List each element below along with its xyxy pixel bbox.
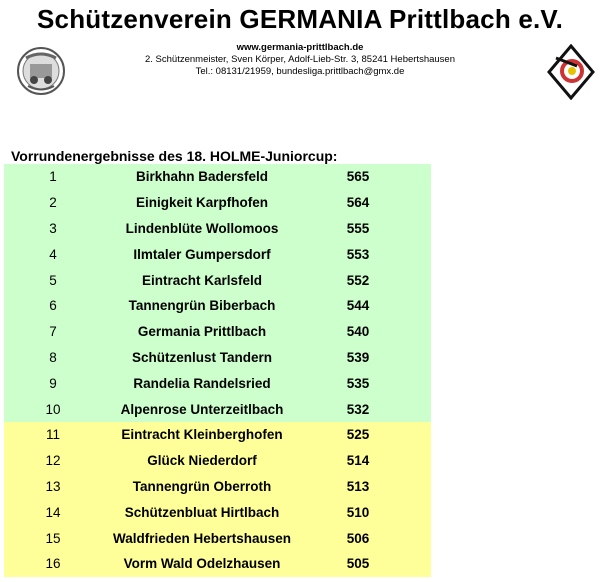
table-row: 12 Glück Niederdorf 514 xyxy=(4,447,431,474)
table-row: 15 Waldfrieden Hebertshausen 506 xyxy=(4,525,431,551)
table-row: 2 Einigkeit Karpfhofen 564 xyxy=(4,189,431,216)
club-cell: Einigkeit Karpfhofen xyxy=(135,195,268,211)
rank-cell: 6 xyxy=(49,298,57,314)
score-cell: 525 xyxy=(346,427,370,443)
score-cell: 539 xyxy=(346,349,370,365)
club-cell: Lindenblüte Wollomoos xyxy=(125,220,279,236)
rank-cell: 7 xyxy=(49,324,57,340)
table-row: 10 Alpenrose Unterzeitlbach 532 xyxy=(4,396,431,422)
table-row: 4 Ilmtaler Gumpersdorf 553 xyxy=(4,241,431,268)
table-row: 13 Tannengrün Oberroth 513 xyxy=(4,473,431,500)
rank-cell: 15 xyxy=(45,530,61,546)
club-cell: Randelia Randelsried xyxy=(133,375,271,391)
rank-cell: 13 xyxy=(45,478,61,494)
club-cell: Tannengrün Oberroth xyxy=(132,478,272,494)
rank-cell: 4 xyxy=(49,246,57,262)
score-cell: 506 xyxy=(346,530,370,546)
score-cell: 564 xyxy=(346,195,370,211)
rank-cell: 11 xyxy=(45,427,60,443)
rank-cell: 14 xyxy=(45,504,61,520)
club-address: 2. Schützenmeister, Sven Körper, Adolf-L… xyxy=(145,54,455,65)
club-cell: Ilmtaler Gumpersdorf xyxy=(133,246,271,262)
club-contact: Tel.: 08131/21959, bundesliga.prittlbach… xyxy=(195,66,405,77)
club-cell: Eintracht Karlsfeld xyxy=(141,272,263,288)
table-row: 16 Vorm Wald Odelzhausen 505 xyxy=(4,550,431,577)
rank-cell: 8 xyxy=(49,349,57,365)
table-row: 9 Randelia Randelsried 535 xyxy=(4,370,431,397)
results-heading: Vorrundenergebnisse des 18. HOLME-Junior… xyxy=(11,148,338,164)
table-row: 11 Eintracht Kleinberghofen 525 xyxy=(4,421,431,448)
club-cell: Germania Prittlbach xyxy=(137,324,267,340)
score-cell: 544 xyxy=(346,298,370,314)
table-row: 7 Germania Prittlbach 540 xyxy=(4,318,431,345)
rank-cell: 3 xyxy=(49,220,57,236)
club-cell: Vorm Wald Odelzhausen xyxy=(123,556,281,572)
table-row: 3 Lindenblüte Wollomoos 555 xyxy=(4,215,431,242)
score-cell: 552 xyxy=(346,272,370,288)
score-cell: 513 xyxy=(346,478,370,494)
score-cell: 555 xyxy=(346,220,370,236)
results-table: 1 Birkhahn Badersfeld 565 2 Einigkeit Karpfh… xyxy=(4,164,431,577)
club-website: www.germania-prittlbach.de xyxy=(236,42,364,53)
table-row: 8 Schützenlust Tandern 539 xyxy=(4,344,431,371)
score-cell: 532 xyxy=(346,401,370,417)
club-cell: Tannengrün Biberbach xyxy=(128,298,276,314)
rank-cell: 9 xyxy=(49,375,57,391)
club-cell: Waldfrieden Hebertshausen xyxy=(112,530,292,546)
score-cell: 505 xyxy=(346,556,370,572)
score-cell: 565 xyxy=(346,169,370,185)
club-title: Schützenverein GERMANIA Prittlbach e.V. xyxy=(37,4,563,34)
rank-cell: 5 xyxy=(49,272,57,288)
table-row: 6 Tannengrün Biberbach 544 xyxy=(4,292,431,319)
table-row: 1 Birkhahn Badersfeld 565 xyxy=(4,164,431,190)
score-cell: 510 xyxy=(346,504,370,520)
table-row: 14 Schützenbluat Hirtlbach 510 xyxy=(4,499,431,526)
rank-cell: 12 xyxy=(45,453,61,469)
club-cell: Alpenrose Unterzeitlbach xyxy=(120,401,284,417)
target-logo-icon xyxy=(547,44,595,100)
rank-cell: 10 xyxy=(45,401,61,417)
club-cell: Schützenbluat Hirtlbach xyxy=(124,504,280,520)
score-cell: 553 xyxy=(346,246,370,262)
rank-cell: 16 xyxy=(45,556,61,572)
club-emblem-icon xyxy=(17,47,65,95)
score-cell: 514 xyxy=(346,453,370,469)
club-cell: Birkhahn Badersfeld xyxy=(135,169,269,185)
score-cell: 535 xyxy=(346,375,370,391)
club-cell: Eintracht Kleinberghofen xyxy=(121,427,283,443)
club-cell: Schützenlust Tandern xyxy=(131,349,272,365)
club-cell: Glück Niederdorf xyxy=(147,453,257,469)
table-row: 5 Eintracht Karlsfeld 552 xyxy=(4,267,431,293)
score-cell: 540 xyxy=(346,324,370,340)
rank-cell: 1 xyxy=(49,169,57,185)
rank-cell: 2 xyxy=(49,195,57,211)
